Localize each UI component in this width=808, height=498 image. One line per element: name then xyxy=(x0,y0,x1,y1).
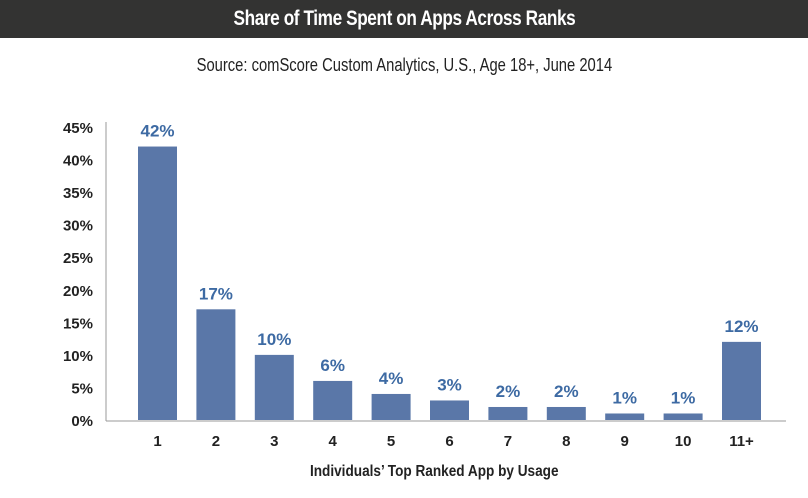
x-tick-label: 6 xyxy=(445,433,453,450)
x-tick-label: 11+ xyxy=(729,433,754,450)
y-tick-label: 15% xyxy=(63,315,93,332)
bar-6 xyxy=(430,400,469,420)
bar-3 xyxy=(254,354,294,420)
bar-8 xyxy=(546,406,586,420)
x-tick-label: 1 xyxy=(153,433,161,450)
data-label: 10% xyxy=(257,330,291,349)
chart-title: Share of Time Spent on Apps Across Ranks xyxy=(233,7,575,30)
x-tick-label: 2 xyxy=(212,433,220,450)
bar-2 xyxy=(196,309,236,420)
x-tick-label: 7 xyxy=(504,433,512,450)
y-tick-label: 30% xyxy=(63,218,93,235)
bar-4 xyxy=(313,380,353,420)
y-tick-label: 40% xyxy=(63,153,93,170)
x-tick-label: 4 xyxy=(329,433,338,450)
bar-11+ xyxy=(722,341,761,420)
data-label: 17% xyxy=(199,284,233,303)
data-label: 4% xyxy=(379,369,404,388)
chart-subtitle: Source: comScore Custom Analytics, U.S.,… xyxy=(196,55,612,75)
bars: 42% 17% 10% 6% 4% 3% 2% 2% 1% 1% 12% xyxy=(138,122,761,421)
bar-7 xyxy=(488,406,528,420)
y-tick-label: 10% xyxy=(63,348,93,365)
data-label: 6% xyxy=(320,356,345,375)
x-axis-title: Individuals’ Top Ranked App by Usage xyxy=(309,463,559,480)
bar-5 xyxy=(371,393,411,420)
data-label: 12% xyxy=(724,317,758,336)
chart-title-bar: Share of Time Spent on Apps Across Ranks xyxy=(0,0,808,38)
data-label: 1% xyxy=(612,388,637,407)
y-tick-label: 5% xyxy=(71,380,93,397)
x-axis-ticks: 1 2 3 4 5 6 7 8 9 10 11+ xyxy=(153,433,754,450)
x-tick-label: 3 xyxy=(270,433,278,450)
bar-1 xyxy=(138,146,177,421)
y-tick-label: 25% xyxy=(63,250,93,267)
x-axis-title-wrap: Individuals’ Top Ranked App by Usage xyxy=(0,463,808,481)
x-tick-label: 5 xyxy=(387,433,395,450)
y-tick-label: 20% xyxy=(63,283,93,300)
data-label: 1% xyxy=(671,388,696,407)
y-tick-label: 35% xyxy=(63,185,93,202)
y-tick-label: 0% xyxy=(71,413,93,430)
y-axis-ticks: 0% 5% 10% 15% 20% 25% 30% 35% 40% 45% xyxy=(63,120,93,430)
x-tick-label: 9 xyxy=(621,433,629,450)
chart-subtitle-wrap: Source: comScore Custom Analytics, U.S.,… xyxy=(0,55,808,76)
data-label: 42% xyxy=(140,122,174,141)
data-label: 2% xyxy=(496,382,521,401)
x-tick-label: 10 xyxy=(675,433,692,450)
x-tick-label: 8 xyxy=(562,433,570,450)
data-label: 2% xyxy=(554,382,579,401)
data-label: 3% xyxy=(437,375,462,394)
y-tick-label: 45% xyxy=(63,120,93,137)
bar-9 xyxy=(605,413,645,420)
bar-10 xyxy=(663,413,703,420)
